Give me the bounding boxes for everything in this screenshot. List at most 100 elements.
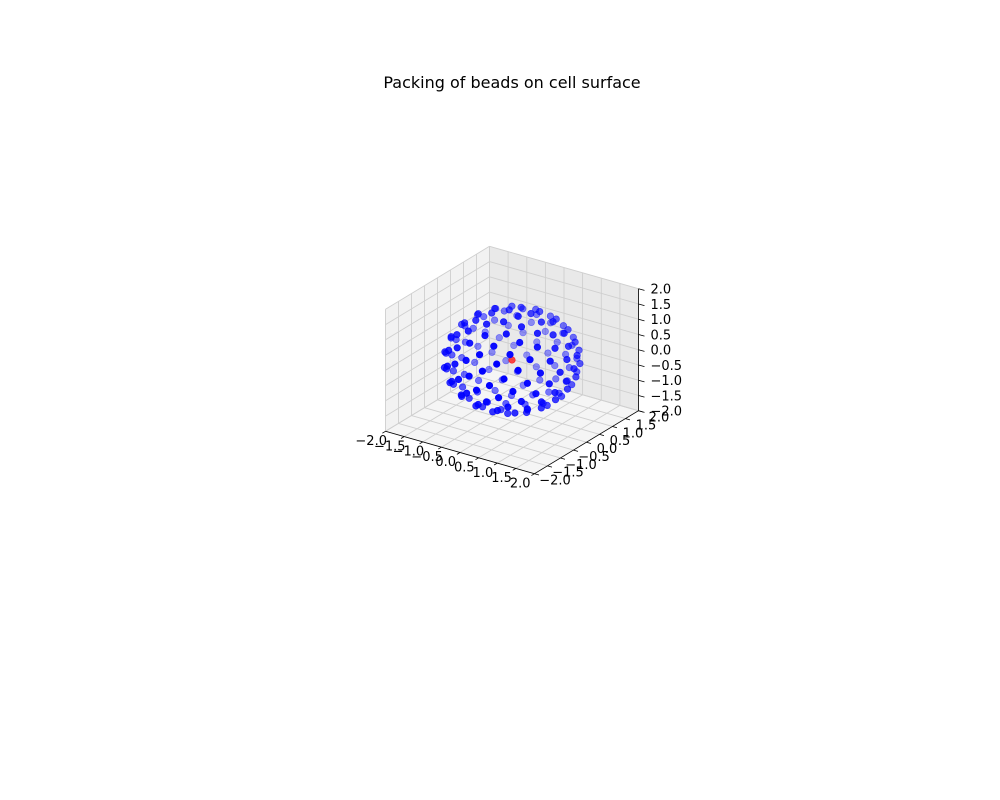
grid-line — [497, 399, 602, 464]
z-tick — [638, 379, 645, 383]
bead-point — [511, 409, 519, 417]
bead-point — [504, 321, 512, 330]
x-tick-label: 2.0 — [510, 476, 531, 491]
bead-point — [563, 355, 571, 364]
bead-point — [514, 366, 522, 375]
grid-line — [385, 306, 490, 371]
bead-point — [491, 316, 499, 324]
scatter-points — [440, 302, 584, 418]
bead-point — [472, 386, 481, 394]
bead-point — [544, 349, 552, 357]
bead-point — [552, 375, 560, 383]
bead-point — [516, 338, 524, 347]
y-tick-label: 0.5 — [610, 434, 631, 449]
bead-point — [505, 306, 513, 314]
bead-point — [573, 351, 581, 360]
x-tick-label: −1.0 — [393, 445, 425, 460]
bead-point — [504, 403, 512, 411]
bead-point — [545, 388, 553, 396]
y-tick-label: 1.0 — [623, 426, 644, 441]
x-tick — [456, 452, 461, 455]
bead-point — [474, 342, 482, 350]
bead-point — [474, 310, 482, 318]
bead-point — [523, 405, 531, 413]
bead-point — [549, 331, 557, 339]
bead-point — [462, 356, 470, 365]
bead-point — [543, 401, 551, 410]
bead-point — [493, 360, 501, 368]
bead-point — [536, 376, 544, 384]
x-tick-label: −2.0 — [355, 434, 387, 449]
x-tick-label: 1.5 — [491, 471, 512, 486]
bead-point — [478, 367, 487, 375]
bead-point — [523, 379, 532, 387]
bead-point — [472, 316, 480, 324]
x-tick — [475, 457, 479, 461]
y-tick — [534, 473, 540, 476]
bead-point — [488, 348, 496, 356]
x-tick — [438, 446, 442, 450]
x-tick-label: 0.5 — [454, 461, 475, 476]
y-tick — [625, 418, 631, 421]
bead-point — [485, 382, 494, 390]
bead-point — [537, 398, 546, 406]
grid-line — [385, 261, 490, 325]
bead-point — [459, 383, 467, 391]
bead-point — [476, 351, 484, 359]
bead-point — [571, 338, 579, 346]
bead-point — [466, 339, 474, 347]
bead-point — [493, 407, 502, 415]
bead-point — [517, 303, 525, 311]
bead-point — [562, 377, 570, 385]
y-tick — [573, 449, 579, 452]
bead-point — [517, 397, 526, 406]
bead-point — [448, 377, 456, 386]
bead-point — [502, 330, 510, 338]
bead-point — [545, 380, 553, 388]
bead-point — [570, 365, 578, 373]
axes-ticks: −2.0−2.0−2.0−1.5−1.5−1.5−1.0−1.0−1.0−0.5… — [355, 283, 682, 492]
y-tick-label: 0.0 — [597, 442, 618, 457]
x-tick-label: −0.5 — [411, 450, 443, 465]
bead-point — [576, 360, 584, 368]
bead-point — [500, 318, 508, 326]
bead-point — [464, 327, 472, 335]
y-tick — [547, 465, 553, 468]
bead-point — [517, 323, 526, 331]
x-tick — [531, 473, 535, 476]
grid-line — [476, 375, 626, 420]
bead-point — [504, 409, 512, 418]
y-tick — [612, 426, 618, 429]
y-tick-label: 1.5 — [636, 418, 657, 433]
bead-point — [556, 368, 564, 376]
bead-point — [560, 329, 568, 337]
bead-point — [541, 327, 549, 336]
bead-point — [471, 358, 479, 367]
bead-point — [495, 334, 503, 342]
bead-point — [483, 320, 491, 328]
z-tick — [638, 288, 645, 291]
bead-point — [572, 373, 580, 381]
grid-line — [515, 405, 621, 469]
z-tick — [638, 364, 645, 368]
bead-point — [546, 357, 554, 365]
z-tick-label: −2.0 — [651, 405, 683, 420]
grid-line — [385, 291, 490, 356]
grid-line — [437, 399, 587, 443]
bead-point — [519, 329, 527, 337]
bead-point — [527, 318, 535, 327]
bead-point — [474, 400, 482, 409]
grid-line — [463, 383, 613, 427]
bead-point — [537, 318, 546, 326]
grid-line — [489, 291, 639, 335]
z-tick — [638, 349, 645, 352]
x-tick-label: −1.5 — [374, 439, 406, 454]
bead-point — [491, 386, 499, 395]
bead-point — [465, 372, 473, 380]
bead-point — [532, 363, 540, 371]
bead-point — [463, 389, 471, 397]
x-tick — [382, 430, 386, 434]
bead-point — [506, 351, 514, 359]
z-tick — [638, 395, 645, 398]
